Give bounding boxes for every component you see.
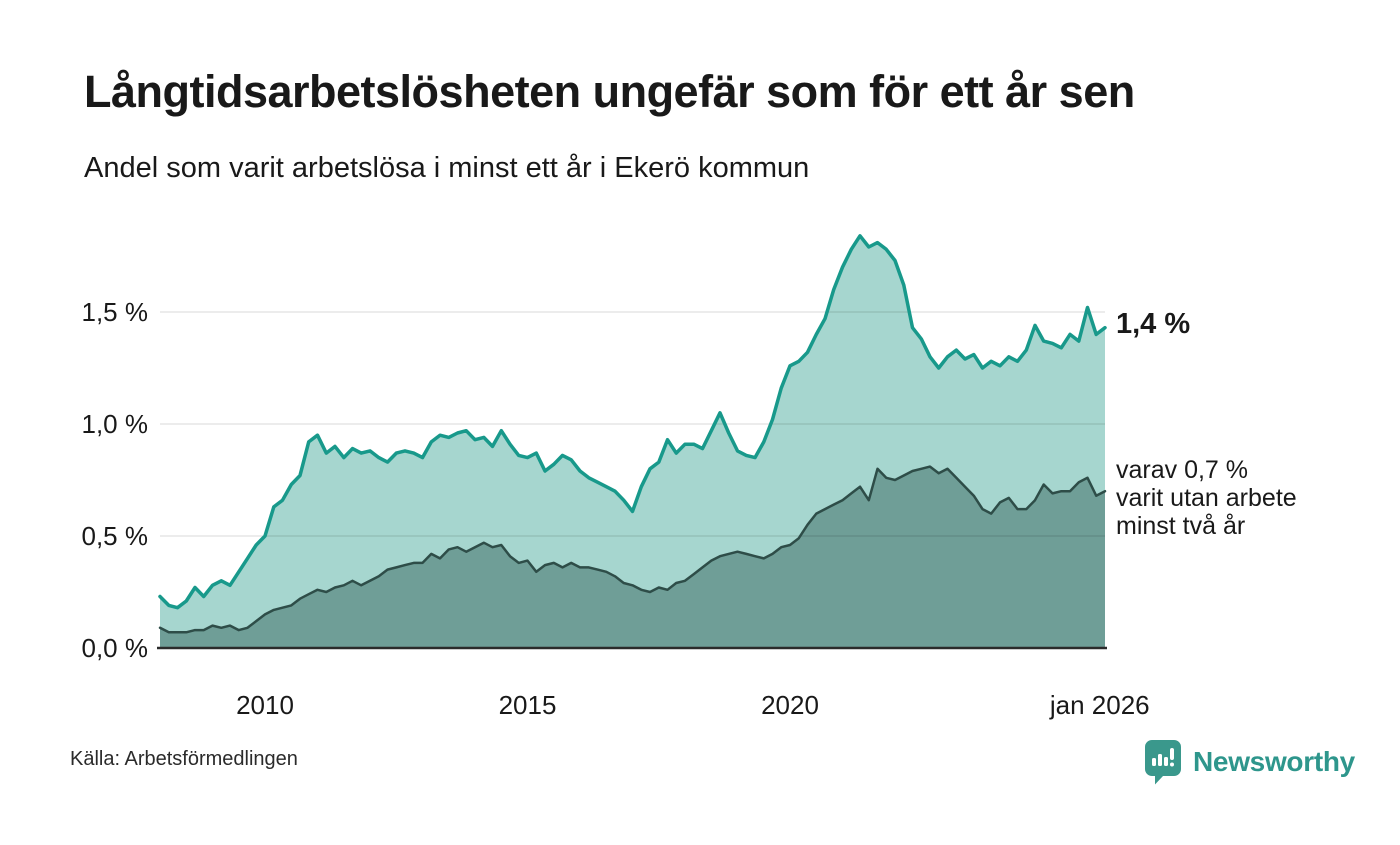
x-axis-tick-label: 2010 (236, 690, 294, 720)
x-axis-tick-label: jan 2026 (1049, 690, 1150, 720)
y-axis-tick-label: 0,0 % (81, 633, 149, 663)
series-two-year-line (158, 465, 1107, 634)
y-axis-tick-label: 1,0 % (81, 409, 149, 439)
end-label-two-years: varav 0,7 % varit utan arbete minst två … (1116, 456, 1297, 540)
brand-name: Newsworthy (1193, 745, 1355, 777)
series-total-line (158, 234, 1107, 610)
series-two-year-area (160, 466, 1105, 648)
y-axis-tick-label: 1,5 % (81, 297, 149, 327)
x-axis-tick-label: 2015 (498, 690, 557, 720)
page-title: Långtidsarbetslösheten ungefär som för e… (84, 66, 1135, 117)
newsworthy-logo-icon (1145, 740, 1181, 785)
source-note: Källa: Arbetsförmedlingen (70, 748, 298, 770)
page-subtitle: Andel som varit arbetslösa i minst ett å… (84, 152, 810, 184)
y-axis-tick-label: 0,5 % (81, 521, 149, 551)
x-axis-tick-label: 2020 (761, 690, 819, 720)
brand-logo: Newsworthy (1143, 738, 1355, 785)
end-label-total: 1,4 % (1116, 308, 1191, 340)
